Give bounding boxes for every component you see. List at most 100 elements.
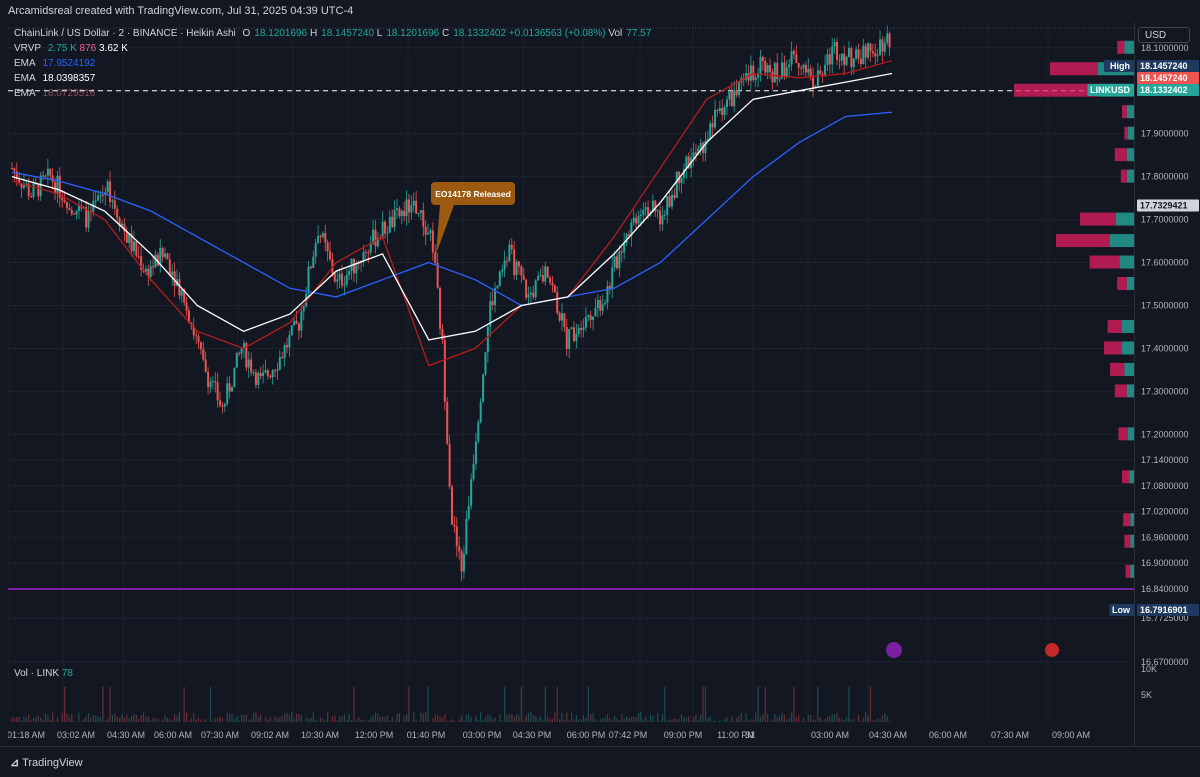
price-axis-label: 17.0200000 — [1141, 507, 1189, 517]
candle-body — [408, 200, 410, 213]
candle-body — [669, 196, 671, 206]
volume-bar — [78, 713, 79, 722]
volume-bar — [377, 713, 378, 722]
volume-bar — [64, 687, 65, 722]
volume-value: 78 — [62, 668, 73, 679]
candle-body — [769, 65, 771, 72]
candle-body — [166, 253, 168, 259]
volume-profile-up — [1127, 384, 1134, 397]
candle-body — [738, 82, 740, 95]
candle-body — [530, 293, 532, 295]
volume-profile-up — [1116, 213, 1134, 226]
candle-body — [224, 404, 226, 407]
symbol-title[interactable]: ChainLink / US Dollar · 2 · BINANCE · He… — [14, 28, 236, 39]
candle-body — [865, 46, 867, 58]
legend-vrvp-row[interactable]: VRVP 2.75 K 876 3.62 K — [14, 41, 651, 56]
candle-body — [554, 285, 556, 292]
volume-bar — [234, 719, 235, 722]
legend-ema-blue-row[interactable]: EMA 17.9524192 — [14, 56, 651, 71]
candle-body — [590, 315, 592, 320]
volume-profile-up — [1127, 105, 1134, 118]
volume-legend[interactable]: Vol · LINK 78 — [14, 668, 73, 679]
price-axis[interactable]: 18.100000018.000000017.900000017.8000000… — [1134, 22, 1200, 746]
candle-body — [616, 256, 618, 268]
volume-bar — [188, 721, 189, 722]
volume-bar — [193, 713, 194, 722]
candle-body — [13, 168, 15, 171]
candle-body — [260, 373, 262, 376]
volume-bar — [760, 717, 761, 722]
legend-ema-red-row[interactable]: EMA 18.0729516 — [14, 86, 651, 101]
volume-bar — [442, 718, 443, 722]
volume-profile-up — [1124, 363, 1134, 376]
volume-bar — [552, 719, 553, 722]
volume-bar — [803, 718, 804, 722]
time-axis-label: 01:40 PM — [407, 730, 446, 740]
candle-body — [647, 207, 649, 215]
candle-body — [384, 222, 386, 234]
volume-bar — [50, 720, 51, 722]
candle-body — [681, 178, 683, 183]
candle-body — [858, 49, 860, 58]
volume-bar — [774, 714, 775, 722]
volume-bar — [356, 721, 357, 722]
candle-body — [549, 278, 551, 283]
candle-body — [800, 68, 802, 69]
time-axis-label: 31 — [745, 730, 755, 740]
volume-bar — [396, 714, 397, 722]
tradingview-logo[interactable]: ⊿ TradingView — [10, 756, 83, 769]
currency-button[interactable]: USD — [1138, 27, 1190, 43]
volume-bar — [877, 718, 878, 722]
candle-body — [68, 208, 70, 210]
candle-body — [446, 402, 448, 444]
candle-body — [853, 58, 855, 67]
volume-bar — [480, 712, 481, 722]
candle-body — [869, 44, 871, 52]
candle-body — [731, 91, 733, 106]
volume-bar — [731, 717, 732, 722]
volume-bar — [83, 719, 84, 722]
volume-profile-down — [1108, 320, 1122, 333]
volume-bar — [870, 687, 871, 722]
volume-bar — [167, 717, 168, 722]
candle-body — [803, 65, 805, 68]
volume-bar — [772, 719, 773, 722]
volume-bar — [435, 715, 436, 722]
candle-body — [49, 169, 51, 176]
candle-body — [544, 266, 546, 281]
volume-bar — [643, 719, 644, 722]
time-axis-label: 09:02 AM — [251, 730, 289, 740]
candle-body — [501, 270, 503, 272]
candle-body — [862, 46, 864, 64]
candle-body — [594, 308, 596, 316]
volume-bar — [141, 715, 142, 722]
open-label: O — [243, 28, 251, 39]
volume-bar — [86, 717, 87, 722]
volume-bar — [662, 714, 663, 722]
volume-profile-up — [1124, 41, 1134, 54]
volume-bar — [798, 715, 799, 722]
volume-bar — [674, 719, 675, 722]
volume-bar — [504, 687, 505, 722]
volume-bar — [700, 714, 701, 722]
low-price-tag-label: Low — [1112, 605, 1131, 615]
volume-bar — [47, 716, 48, 722]
candle-body — [162, 248, 164, 257]
volume-profile-up — [1120, 256, 1134, 269]
candle-body — [425, 227, 427, 235]
legend-ema-white-row[interactable]: EMA 18.0398357 — [14, 71, 651, 86]
volume-bar — [528, 713, 529, 722]
volume-bar — [432, 718, 433, 722]
volume-bar — [729, 721, 730, 722]
candle-body — [233, 368, 235, 388]
volume-bar — [344, 714, 345, 722]
time-axis-label: 04:30 AM — [107, 730, 145, 740]
candle-body — [353, 259, 355, 274]
candle-body — [492, 301, 494, 305]
candle-body — [795, 54, 797, 63]
volume-bar — [117, 716, 118, 722]
volume-bar — [107, 719, 108, 722]
candle-body — [324, 233, 326, 243]
